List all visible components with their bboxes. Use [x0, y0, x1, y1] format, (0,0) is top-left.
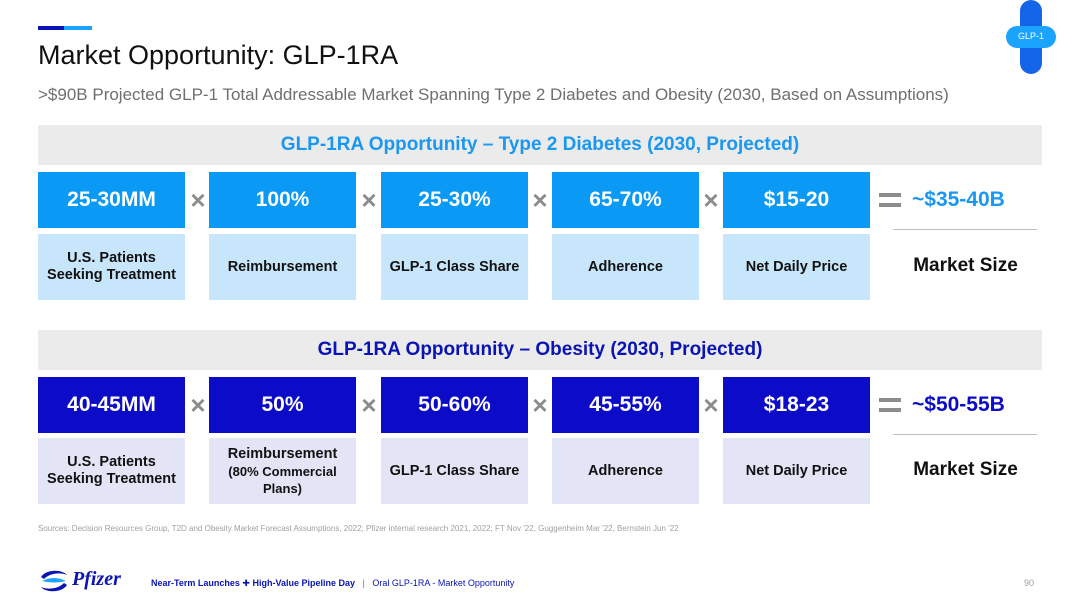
pfizer-logo: Pfizer [38, 567, 128, 595]
equals-icon [875, 172, 905, 228]
label-reimbursement-main: Reimbursement [227, 445, 338, 462]
label-patients: U.S. Patients Seeking Treatment [38, 438, 185, 504]
value-class-share: 50-60% [381, 377, 528, 433]
footer-caption: Near-Term Launches ✚ High-Value Pipeline… [151, 578, 514, 589]
page-subtitle: >$90B Projected GLP-1 Total Addressable … [38, 85, 949, 104]
label-class-share: GLP-1 Class Share [381, 438, 528, 504]
label-class-share: GLP-1 Class Share [381, 234, 528, 300]
value-reimbursement: 100% [209, 172, 356, 228]
footer-separator: | [362, 578, 365, 588]
section-header-t2d: GLP-1RA Opportunity – Type 2 Diabetes (2… [38, 125, 1042, 165]
footer-event-part2: High-Value Pipeline Day [252, 578, 355, 588]
section-header-obesity: GLP-1RA Opportunity – Obesity (2030, Pro… [38, 330, 1042, 370]
glp1-badge: GLP-1 [1006, 0, 1056, 74]
market-size-label: Market Size [913, 459, 1018, 480]
page-title: Market Opportunity: GLP-1RA [38, 40, 399, 70]
multiply-icon: × [703, 389, 719, 420]
multiply-icon: × [361, 184, 377, 215]
value-patients: 40-45MM [38, 377, 185, 433]
pfizer-wordmark: Pfizer [72, 568, 121, 590]
multiply-icon: × [532, 389, 548, 420]
label-reimbursement: Reimbursement [209, 234, 356, 300]
label-reimbursement: Reimbursement (80% Commercial Plans) [209, 438, 356, 504]
value-adherence: 65-70% [552, 172, 699, 228]
multiply-icon: × [703, 184, 719, 215]
label-reimbursement-sub: (80% Commercial Plans) [228, 463, 337, 496]
divider [893, 229, 1037, 230]
market-size-label: Market Size [913, 255, 1018, 276]
page-number: 90 [1024, 578, 1035, 588]
label-adherence: Adherence [552, 438, 699, 504]
label-patients: U.S. Patients Seeking Treatment [38, 234, 185, 300]
value-price: $15-20 [723, 172, 870, 228]
label-price: Net Daily Price [723, 234, 870, 300]
result-market-size-value: ~$35-40B [912, 188, 1005, 211]
divider [893, 434, 1037, 435]
pfizer-swirl-icon [41, 570, 67, 592]
footer-section: Oral GLP-1RA - Market Opportunity [372, 578, 515, 588]
multiply-icon: × [190, 184, 206, 215]
value-price: $18-23 [723, 377, 870, 433]
result-market-size-value: ~$50-55B [912, 393, 1005, 416]
label-adherence: Adherence [552, 234, 699, 300]
plus-icon: ✚ [242, 578, 250, 588]
sources-note: Sources: Decision Resources Group, T2D a… [38, 524, 679, 533]
value-adherence: 45-55% [552, 377, 699, 433]
value-reimbursement: 50% [209, 377, 356, 433]
multiply-icon: × [532, 184, 548, 215]
equals-icon [875, 377, 905, 433]
value-patients: 25-30MM [38, 172, 185, 228]
multiply-icon: × [190, 389, 206, 420]
badge-label: GLP-1 [1017, 31, 1044, 41]
value-class-share: 25-30% [381, 172, 528, 228]
title-accent-bar [38, 26, 92, 30]
multiply-icon: × [361, 389, 377, 420]
footer-event-part1: Near-Term Launches [151, 578, 240, 588]
label-price: Net Daily Price [723, 438, 870, 504]
